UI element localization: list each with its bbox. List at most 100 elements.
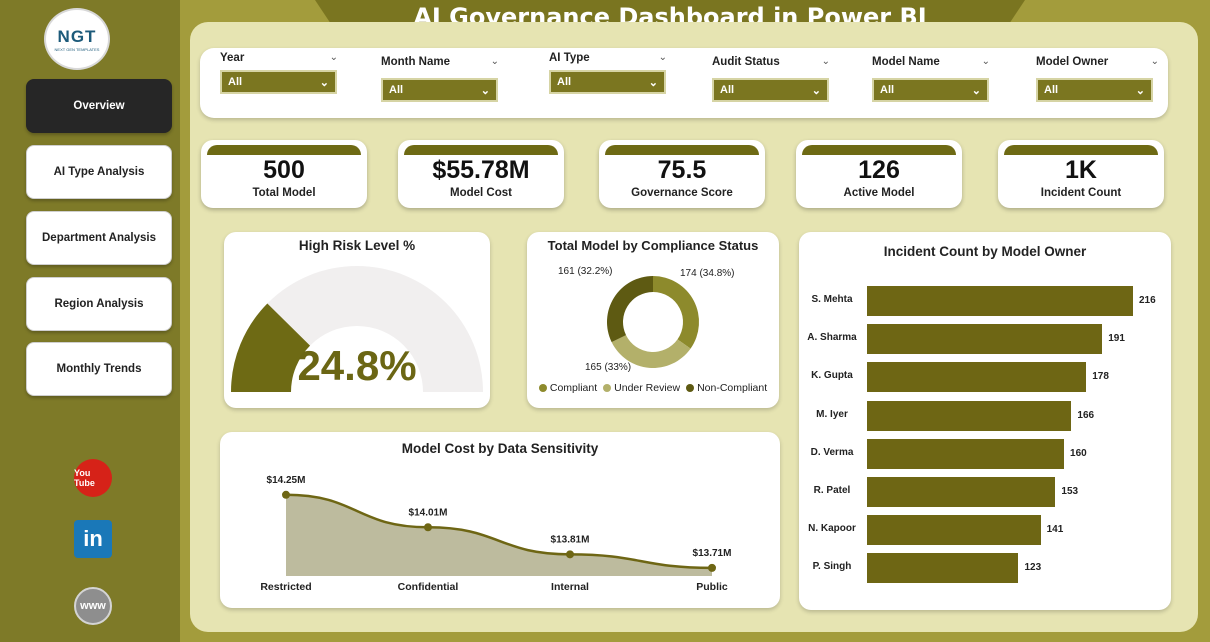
kpi-total-model: 500 Total Model <box>201 140 367 208</box>
sidebar: NGT NEXT GEN TEMPLATES Overview AI Type … <box>0 0 180 642</box>
filter-ai-type[interactable]: AI Type ⌄ All ⌄ <box>549 52 669 94</box>
gauge-fill <box>231 303 311 392</box>
chevron-down-icon[interactable]: ⌄ <box>490 56 499 67</box>
incident-bar-owner-label: P. Singh <box>812 561 852 573</box>
area-data-label: $14.01M <box>409 507 448 518</box>
legend-label: Under Review <box>614 382 681 394</box>
kpi-label: Model Cost <box>450 187 512 199</box>
kpi-accent-strip <box>605 145 759 155</box>
incident-bar[interactable] <box>867 362 1087 393</box>
filter-year-select[interactable]: All ⌄ <box>220 70 337 94</box>
chevron-down-icon[interactable]: ⌄ <box>981 56 990 67</box>
area-point[interactable] <box>282 490 290 499</box>
filter-year-label: Year <box>220 52 245 64</box>
area-category-label: Internal <box>551 581 589 593</box>
kpi-governance-score: 75.5 Governance Score <box>599 140 765 208</box>
website-icon-label: www <box>80 600 106 612</box>
chevron-down-icon[interactable]: ⌄ <box>1150 56 1159 67</box>
filter-audit-status-select[interactable]: All ⌄ <box>712 78 829 102</box>
area-point[interactable] <box>424 523 432 532</box>
legend-item: Compliant <box>538 382 598 394</box>
youtube-icon[interactable]: You Tube <box>74 459 112 497</box>
filter-bar <box>200 48 1168 118</box>
nav-ai-type-analysis-button[interactable]: AI Type Analysis <box>26 145 172 199</box>
donut-slice-non-compliant[interactable] <box>607 276 653 343</box>
incident-bar-row[interactable]: S. Mehta 216 <box>799 286 1171 316</box>
incident-bar[interactable] <box>867 400 1072 431</box>
incident-bar-row[interactable]: N. Kapoor 141 <box>799 515 1171 546</box>
legend-dot <box>603 384 612 392</box>
incident-bar[interactable] <box>867 286 1133 316</box>
filter-model-owner-value: All <box>1044 84 1059 96</box>
kpi-label: Governance Score <box>631 187 733 199</box>
incident-bars: S. Mehta 216 A. Sharma 191 K. Gupta 178 M. Iye… <box>799 286 1171 596</box>
filter-model-owner[interactable]: Model Owner ⌄ All ⌄ <box>1036 56 1161 102</box>
logo-subtitle: NEXT GEN TEMPLATES <box>54 46 100 52</box>
filter-model-owner-select[interactable]: All ⌄ <box>1036 78 1153 102</box>
kpi-label: Active Model <box>843 187 915 199</box>
incident-bar-row[interactable]: K. Gupta 178 <box>799 362 1171 393</box>
filter-audit-status-value: All <box>720 84 735 96</box>
kpi-incident-count: 1K Incident Count <box>998 140 1164 208</box>
filter-month-name[interactable]: Month Name ⌄ All ⌄ <box>381 56 501 102</box>
area-category-label: Restricted <box>260 581 311 593</box>
incident-bar[interactable] <box>867 515 1041 546</box>
high-risk-gauge-card: High Risk Level % 24.8% <box>224 232 490 408</box>
legend-dot <box>686 384 695 392</box>
chevron-down-icon[interactable]: ⌄ <box>658 52 667 63</box>
incident-bar[interactable] <box>867 477 1056 507</box>
donut-slice-under-review[interactable] <box>611 335 691 368</box>
filter-audit-status[interactable]: Audit Status ⌄ All ⌄ <box>712 56 832 102</box>
area-line <box>285 493 713 570</box>
incident-bar-value-label: 216 <box>1139 295 1156 306</box>
logo-text: NGT <box>57 26 97 46</box>
filter-year[interactable]: Year ⌄ All ⌄ <box>220 52 340 94</box>
compliance-donut-card: Total Model by Compliance Status 161 (32… <box>527 232 779 408</box>
area-point[interactable] <box>708 563 716 572</box>
filter-model-name[interactable]: Model Name ⌄ All ⌄ <box>872 56 992 102</box>
filter-ai-type-select[interactable]: All ⌄ <box>549 70 666 94</box>
incident-bar-owner-label: K. Gupta <box>811 370 853 382</box>
incident-bar-value-label: 160 <box>1070 447 1087 459</box>
incident-bar-value-label: 166 <box>1077 409 1095 421</box>
legend-label: Non-Compliant <box>697 382 768 394</box>
kpi-value: 500 <box>263 156 305 184</box>
incident-bar-row[interactable]: A. Sharma 191 <box>799 324 1171 355</box>
incident-bar-row[interactable]: D. Verma 160 <box>799 438 1171 469</box>
incident-bar[interactable] <box>867 324 1103 355</box>
area-data-label: $13.71M <box>693 548 732 559</box>
cost-area-card: Model Cost by Data Sensitivity $14.25M Re… <box>220 432 780 608</box>
legend-label: Compliant <box>549 382 598 394</box>
nav-department-analysis-button[interactable]: Department Analysis <box>26 211 172 265</box>
legend-dot <box>538 384 547 392</box>
chevron-down-icon[interactable]: ⌄ <box>329 52 338 63</box>
kpi-accent-strip <box>404 145 558 155</box>
kpi-value: 1K <box>1065 156 1097 184</box>
incident-bar-card: Incident Count by Model Owner S. Mehta 21… <box>799 232 1171 610</box>
area-point[interactable] <box>566 550 574 559</box>
chevron-down-icon: ⌄ <box>1135 84 1145 97</box>
linkedin-icon[interactable]: in <box>74 520 112 558</box>
incident-bar[interactable] <box>867 553 1019 584</box>
incident-bar-row[interactable]: M. Iyer 166 <box>799 400 1171 431</box>
chevron-down-icon[interactable]: ⌄ <box>821 56 830 67</box>
incident-bar-row[interactable]: R. Patel 153 <box>799 477 1171 507</box>
kpi-accent-strip <box>1004 145 1158 155</box>
nav-overview-button[interactable]: Overview <box>26 79 172 133</box>
nav-region-analysis-button[interactable]: Region Analysis <box>26 277 172 331</box>
kpi-model-cost: $55.78M Model Cost <box>398 140 564 208</box>
chevron-down-icon: ⌄ <box>319 76 329 89</box>
area-data-label: $14.25M <box>267 475 306 486</box>
donut-slice-compliant[interactable] <box>653 276 699 349</box>
nav-monthly-trends-button[interactable]: Monthly Trends <box>26 342 172 396</box>
filter-model-name-select[interactable]: All ⌄ <box>872 78 989 102</box>
incident-bar[interactable] <box>867 438 1065 469</box>
gauge-chart <box>231 266 483 392</box>
incident-bar-owner-label: M. Iyer <box>816 408 848 420</box>
incident-bar-value-label: 191 <box>1108 333 1125 345</box>
filter-month-name-select[interactable]: All ⌄ <box>381 78 498 102</box>
gauge-value: 24.8% <box>297 342 417 389</box>
incident-bar-row[interactable]: P. Singh 123 <box>799 553 1171 584</box>
website-globe-icon[interactable]: www <box>74 587 112 625</box>
kpi-label: Total Model <box>252 187 316 199</box>
